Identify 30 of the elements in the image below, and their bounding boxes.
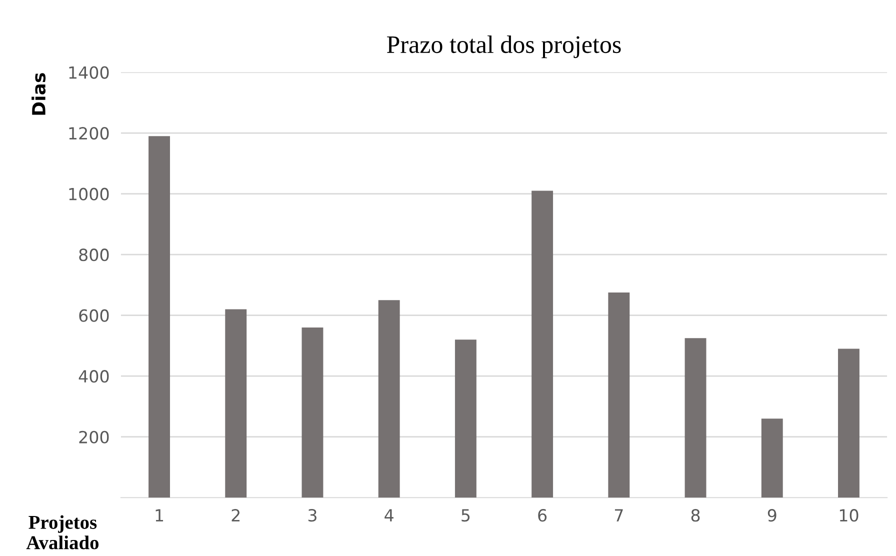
bar [302, 327, 324, 498]
x-tick-label: 7 [614, 509, 623, 522]
bar [454, 340, 476, 498]
x-tick-label: 1 [156, 509, 164, 522]
x-tick-label: 9 [768, 509, 776, 522]
bar [378, 300, 400, 498]
y-tick-label: 200 [79, 430, 109, 444]
bar [608, 292, 630, 498]
bar [684, 338, 706, 498]
bar [761, 418, 783, 498]
bar [532, 190, 554, 498]
chart-title: Prazo total dos projetos [387, 35, 621, 58]
x-tick-label: 5 [462, 509, 470, 522]
y-tick-label: 400 [78, 370, 109, 383]
bar [225, 309, 247, 498]
x-tick-label: 10 [840, 509, 858, 522]
x-axis-title: Projetos Avaliado [26, 515, 99, 550]
y-tick-label: 600 [79, 309, 109, 322]
bar [148, 136, 170, 498]
x-tick-label: 6 [538, 509, 547, 522]
x-tick-label: 4 [384, 509, 394, 522]
x-tick-label: 2 [232, 509, 240, 522]
y-tick-label: 800 [79, 248, 109, 262]
y-axis-title: Dias [32, 73, 46, 115]
y-tick-label: 1400 [69, 66, 109, 79]
bar [838, 348, 860, 498]
x-tick-label: 8 [691, 509, 700, 522]
y-tick-label: 1200 [69, 127, 109, 140]
x-tick-label: 3 [308, 509, 316, 522]
y-tick-label: 1000 [69, 188, 109, 200]
